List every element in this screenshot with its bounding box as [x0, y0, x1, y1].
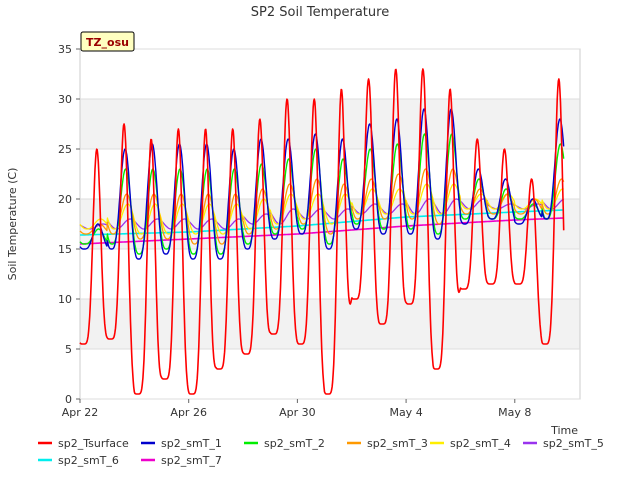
legend-label: sp2_smT_4: [450, 437, 511, 450]
series-line-sp2-Tsurface: [79, 68, 565, 395]
x-tick-label: Apr 30: [279, 406, 316, 419]
legend-label: sp2_smT_3: [367, 437, 428, 450]
y-tick-label: 5: [65, 343, 72, 356]
x-tick-label: Apr 26: [170, 406, 207, 419]
site-badge-box: [80, 31, 135, 52]
legend-item: sp2_smT_3: [347, 437, 428, 450]
x-tick-label: Apr 22: [62, 406, 99, 419]
y-axis-ticks: 0 5 10 15 20 25 30 35: [58, 43, 80, 406]
x-tick-label: May 8: [498, 406, 531, 419]
y-axis-label: Soil Temperature (C): [6, 168, 19, 281]
site-badge: TZ_osu: [80, 31, 135, 52]
legend-item: sp2_smT_1: [141, 437, 222, 450]
legend-label: sp2_smT_5: [543, 437, 604, 450]
legend-item: sp2_smT_6: [38, 454, 119, 467]
legend-item: sp2_smT_5: [523, 437, 604, 450]
y-tick-label: 20: [58, 193, 72, 206]
chart-title: SP2 Soil Temperature: [251, 5, 389, 20]
y-tick-label: 25: [58, 143, 72, 156]
legend-item: sp2_Tsurface: [38, 437, 129, 450]
x-axis-ticks: Apr 22 Apr 26 Apr 30 May 4 May 8: [62, 399, 531, 419]
series-lines: [79, 68, 565, 395]
legend-label: sp2_smT_6: [58, 454, 119, 467]
x-axis-label: Time: [550, 424, 578, 437]
series-line-sp2-smT-1: [79, 108, 565, 260]
y-tick-label: 15: [58, 243, 72, 256]
legend-item: sp2_smT_2: [244, 437, 325, 450]
legend-label: sp2_smT_7: [161, 454, 222, 467]
legend-label: sp2_Tsurface: [58, 437, 129, 450]
y-tick-label: 0: [65, 393, 72, 406]
y-tick-label: 35: [58, 43, 72, 56]
y-tick-label: 10: [58, 293, 72, 306]
legend-item: sp2_smT_4: [430, 437, 511, 450]
legend-item: sp2_smT_7: [141, 454, 222, 467]
site-badge-label: TZ_osu: [86, 36, 129, 49]
plot-band: [80, 99, 580, 149]
legend-label: sp2_smT_2: [264, 437, 325, 450]
legend-label: sp2_smT_1: [161, 437, 222, 450]
y-tick-label: 30: [58, 93, 72, 106]
legend: sp2_Tsurface sp2_smT_1 sp2_smT_2 sp2_smT_3 s…: [38, 437, 604, 467]
x-tick-label: May 4: [389, 406, 422, 419]
plot-band: [80, 299, 580, 349]
